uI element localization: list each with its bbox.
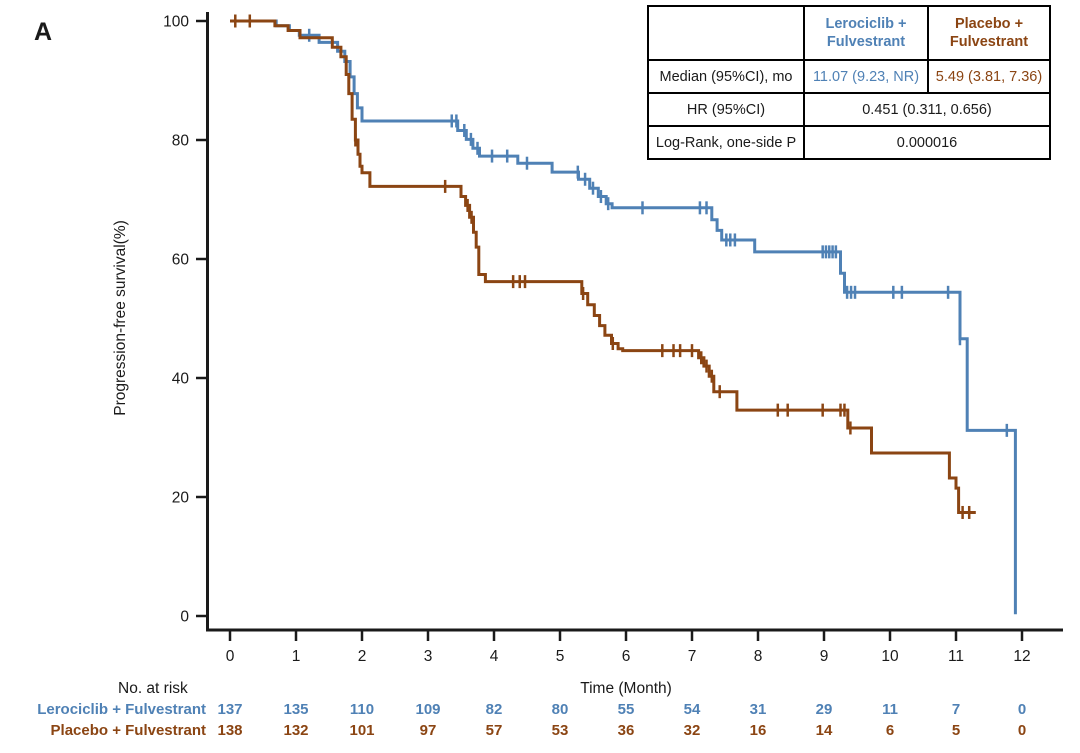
- risk-count: 32: [683, 722, 701, 739]
- stats-hr-row: HR (95%CI) 0.451 (0.311, 0.656): [647, 92, 1051, 127]
- stats-logrank-row: Log-Rank, one-side P 0.000016: [647, 125, 1051, 160]
- x-tick-label: 9: [820, 648, 829, 665]
- y-tick-label: 60: [172, 252, 190, 269]
- x-tick-label: 2: [358, 648, 367, 665]
- risk-count: 82: [485, 701, 503, 718]
- risk-count: 7: [951, 701, 961, 718]
- risk-count: 101: [349, 722, 375, 739]
- risk-table-title: No. at risk: [118, 680, 188, 697]
- x-tick-label: 0: [226, 648, 235, 665]
- risk-count: 109: [415, 701, 441, 718]
- stats-median-placebo: 5.49 (3.81, 7.36): [927, 59, 1051, 94]
- risk-count: 31: [749, 701, 767, 718]
- risk-count: 14: [815, 722, 833, 739]
- axis-lines: [206, 12, 1063, 632]
- x-tick-label: 12: [1013, 648, 1030, 665]
- stats-table: Lerociclib + Fulvestrant Placebo + Fulve…: [647, 5, 1051, 160]
- risk-count: 57: [485, 722, 503, 739]
- risk-count: 29: [815, 701, 833, 718]
- x-tick-label: 1: [292, 648, 301, 665]
- stats-header-lerociclib: Lerociclib + Fulvestrant: [803, 5, 929, 61]
- stats-logrank-value: 0.000016: [803, 125, 1051, 160]
- survival-curve-lerociclib: [230, 19, 1017, 615]
- stats-median-row: Median (95%CI), mo 11.07 (9.23, NR) 5.49…: [647, 59, 1051, 94]
- x-tick-label: 11: [948, 648, 964, 665]
- x-tick-label: 3: [424, 648, 433, 665]
- y-axis-title: Progression-free survival(%): [112, 220, 129, 416]
- risk-count: 16: [749, 722, 767, 739]
- y-tick-label: 40: [172, 371, 190, 388]
- x-tick-label: 6: [622, 648, 631, 665]
- risk-count: 11: [882, 701, 898, 718]
- x-tick-label: 4: [490, 648, 499, 665]
- x-tick-label: 8: [754, 648, 763, 665]
- risk-count: 53: [551, 722, 569, 739]
- x-tick-label: 5: [556, 648, 565, 665]
- risk-count: 80: [551, 701, 569, 718]
- risk-count: 137: [217, 701, 243, 718]
- risk-count: 54: [683, 701, 701, 718]
- risk-count: 97: [419, 722, 437, 739]
- x-axis-title: Time (Month): [580, 680, 672, 697]
- risk-count: 135: [283, 701, 309, 718]
- risk-count: 5: [951, 722, 961, 739]
- y-tick-label: 0: [180, 609, 189, 626]
- stats-median-label: Median (95%CI), mo: [647, 59, 805, 94]
- x-tick-label: 7: [688, 648, 697, 665]
- y-tick-label: 80: [172, 133, 190, 150]
- stats-header-blank: [647, 5, 805, 61]
- stats-hr-label: HR (95%CI): [647, 92, 805, 127]
- risk-count: 0: [1017, 701, 1027, 718]
- risk-count: 55: [617, 701, 635, 718]
- risk-count: 36: [617, 722, 635, 739]
- stats-header-placebo: Placebo + Fulvestrant: [927, 5, 1051, 61]
- risk-count: 110: [349, 701, 375, 718]
- stats-hr-value: 0.451 (0.311, 0.656): [803, 92, 1051, 127]
- stats-median-lerociclib: 11.07 (9.23, NR): [803, 59, 929, 94]
- risk-count: 132: [283, 722, 309, 739]
- stats-header-row: Lerociclib + Fulvestrant Placebo + Fulve…: [647, 5, 1051, 61]
- x-tick-label: 10: [881, 648, 899, 665]
- y-tick-label: 100: [163, 14, 189, 31]
- risk-count: 138: [217, 722, 243, 739]
- risk-row-label-placebo: Placebo + Fulvestrant: [50, 722, 206, 739]
- survival-curve-placebo: [230, 19, 976, 514]
- stats-logrank-label: Log-Rank, one-side P: [647, 125, 805, 160]
- panel-label: A: [34, 18, 53, 46]
- risk-row-label-lerociclib: Lerociclib + Fulvestrant: [37, 701, 206, 718]
- risk-count: 0: [1017, 722, 1027, 739]
- y-tick-label: 20: [172, 490, 190, 507]
- risk-count: 6: [885, 722, 895, 739]
